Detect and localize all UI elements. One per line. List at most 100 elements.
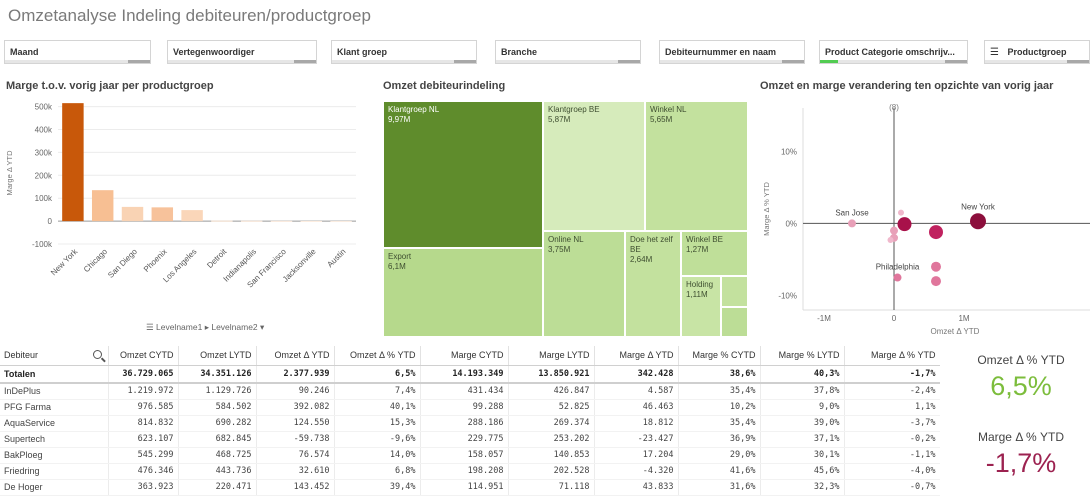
filter-selected-bar [820,60,838,63]
bar [211,220,233,222]
treemap-tile[interactable]: Klantgroep BE 5,87M [543,101,645,231]
point-label: New York [961,202,996,211]
column-header[interactable]: Omzet Δ % YTD [334,346,421,366]
level-2-label[interactable]: Levelname2 [211,322,258,332]
treemap-tile[interactable]: Holding 1,11M [681,276,721,337]
value-cell: 690.282 [178,415,257,432]
value-cell: 71.118 [508,479,595,496]
chevron-down-icon: ▾ [260,322,265,332]
value-cell: 198.208 [420,463,509,480]
value-cell: 17.204 [594,447,679,464]
x-tick-label: 1M [958,314,969,323]
filter-selection-bar [660,60,804,63]
table-row[interactable]: Friedring 476.346 443.736 32.610 6,8% 198.208… [0,463,940,480]
filter-selection-bar [5,60,150,63]
filter-selection-bar-grey [454,60,476,63]
value-cell: 39,4% [334,479,421,496]
table-row[interactable]: Supertech 623.107 682.845 -59.738 -9,6% 229.7… [0,431,940,448]
x-tick-label: Phoenix [142,247,169,274]
x-tick-label: -1M [817,314,831,323]
treemap-tile[interactable]: Doe het zelf BE 2,64M [625,231,681,337]
treemap-tile[interactable]: Export 6,1M [383,248,543,337]
scatter-chart[interactable]: -10% 0% 10% -1M 0 1M Omzet Δ YTD Marge Δ % YTD (… [755,98,1090,338]
treemap-tile[interactable]: Winkel BE 1,27M [681,231,748,276]
value-cell: 14,0% [334,447,421,464]
tile-name: Klantgroep BE [548,105,600,114]
treemap-tile-small[interactable] [721,276,748,307]
filter-product-categorie[interactable]: Product Categorie omschrijv... [819,40,968,64]
scatter-point [898,209,904,216]
y-tick-label: 0 [48,217,53,226]
column-header[interactable]: Marge CYTD [420,346,509,366]
tile-name: Holding [686,280,714,289]
x-tick-label: San Diego [106,247,139,280]
tile-value: 1,11M [686,290,708,299]
column-header[interactable]: Marge % CYTD [678,346,761,366]
table-header-row: Debiteur Omzet CYTD Omzet LYTD Omzet Δ Y… [0,346,940,366]
column-header[interactable]: Marge LYTD [508,346,595,366]
value-cell: 4.587 [594,383,679,400]
column-header[interactable]: Omzet CYTD [108,346,179,366]
column-header[interactable]: Omzet Δ YTD [256,346,335,366]
kpi-value: 6,5% [990,371,1052,401]
point-label: San Jose [835,208,869,217]
table-row[interactable]: De Hoger 363.923 220.471 143.452 39,4% 114.95… [0,479,940,496]
value-cell: 32.610 [256,463,335,480]
value-cell: 45,6% [760,463,845,480]
value-cell: -4,0% [844,463,940,480]
treemap-tile[interactable]: Winkel NL 5,65M [645,101,748,231]
filter-debiteurnummer[interactable]: Debiteurnummer en naam [659,40,805,64]
value-cell: 143.452 [256,479,335,496]
tile-value: 1,27M [686,245,709,254]
value-cell: 7,4% [334,383,421,400]
column-header[interactable]: Debiteur [0,346,109,366]
value-cell: 9,0% [760,399,845,416]
treemap-tile[interactable]: Klantgroep NL 9,97M [383,101,543,248]
search-icon[interactable] [92,350,102,359]
table-row[interactable]: AquaService 814.832 690.282 124.550 15,3% 288… [0,415,940,432]
filter-productgroep[interactable]: ☰ Productgroep [984,40,1090,64]
filter-vertegenwoordiger[interactable]: Vertegenwoordiger [167,40,317,64]
totals-cell: 14.193.349 [420,365,509,384]
treemap-tile[interactable]: Online NL 3,75M [543,231,625,337]
level-navigation[interactable]: ☰ Levelname1 ▸ Levelname2 ▾ [146,322,264,333]
value-cell: 431.434 [420,383,509,400]
value-cell: -0,7% [844,479,940,496]
column-header[interactable]: Marge % LYTD [760,346,845,366]
bar-chart[interactable]: -100k 0 100k 200k 300k 400k 500k Marge Δ YTD New… [0,96,362,321]
value-cell: 1.129.726 [178,383,257,400]
column-header[interactable]: Omzet LYTD [178,346,257,366]
table-row[interactable]: BakPloeg 545.299 468.725 76.574 14,0% 158.057… [0,447,940,464]
bar [300,220,323,222]
filter-label: Product Categorie omschrijv... [825,47,955,57]
totals-cell: -1,7% [844,365,940,384]
scatter-point [890,226,898,235]
level-1-label[interactable]: Levelname1 [156,322,203,332]
y-tick-label: 100k [35,194,53,203]
value-cell: 39,0% [760,415,845,432]
value-cell: 43.833 [594,479,679,496]
point-label: Philadelphia [876,263,920,272]
table-row[interactable]: InDePlus 1.219.972 1.129.726 90.246 7,4% 431.… [0,383,940,400]
treemap-tile-small[interactable] [721,307,748,337]
scatter-point [929,225,943,240]
tile-name: Winkel NL [650,105,687,114]
value-cell: 29,0% [678,447,761,464]
column-header[interactable]: Marge Δ YTD [594,346,679,366]
filter-klant-groep[interactable]: Klant groep [331,40,477,64]
filter-branche[interactable]: Branche [495,40,641,64]
filter-selection-bar-grey [618,60,640,63]
value-cell: -9,6% [334,431,421,448]
bar [151,207,174,222]
tile-value: 3,75M [548,245,571,254]
bar [91,190,114,222]
filter-maand[interactable]: Maand [4,40,151,64]
debiteur-cell: De Hoger [0,479,109,496]
tile-value: 5,65M [650,115,673,124]
tile-value: 6,1M [388,262,406,271]
scatter-point [897,217,912,232]
totals-cell: 34.351.126 [178,365,257,384]
tile-name: Online NL [548,235,584,244]
column-header[interactable]: Marge Δ % YTD [844,346,940,366]
table-row[interactable]: PFG Farma 976.585 584.502 392.082 40,1% 99.28… [0,399,940,416]
